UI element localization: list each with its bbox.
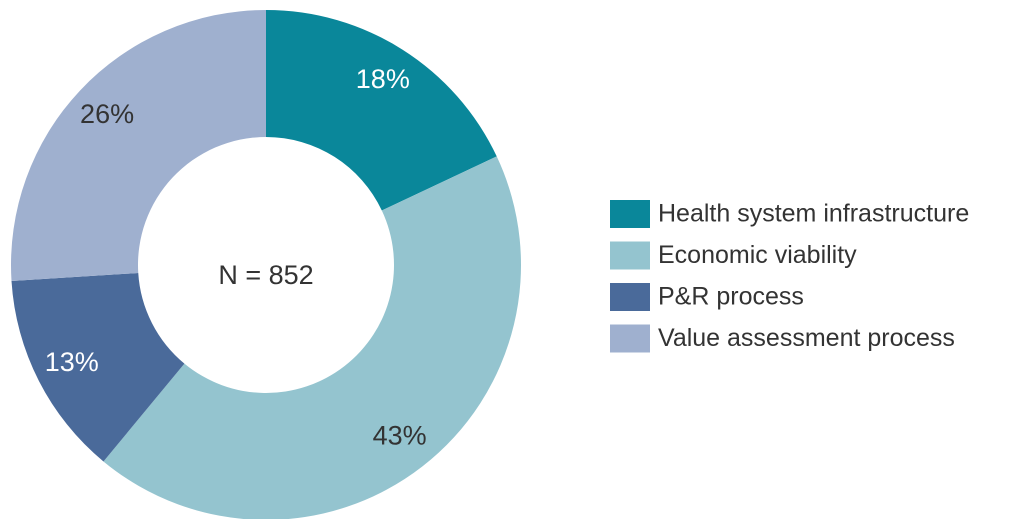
legend-swatch (610, 241, 650, 270)
legend-label: Value assessment process (658, 324, 955, 352)
legend-label: P&R process (658, 283, 804, 311)
donut-segment (10, 10, 266, 282)
value-label: 43% (373, 420, 427, 450)
legend-swatch (610, 200, 650, 228)
legend-label: Health system infrastructure (658, 200, 969, 228)
legend-swatch (610, 283, 650, 311)
donut-segment (103, 156, 521, 519)
legend-swatch (610, 324, 650, 353)
center-annotation: N = 852 (218, 260, 313, 290)
value-label: 13% (45, 347, 99, 377)
legend-label: Economic viability (658, 241, 857, 269)
donut-segment (11, 273, 185, 462)
donut-segment (266, 10, 497, 211)
value-label: 18% (356, 64, 410, 94)
value-label: 26% (80, 99, 134, 129)
